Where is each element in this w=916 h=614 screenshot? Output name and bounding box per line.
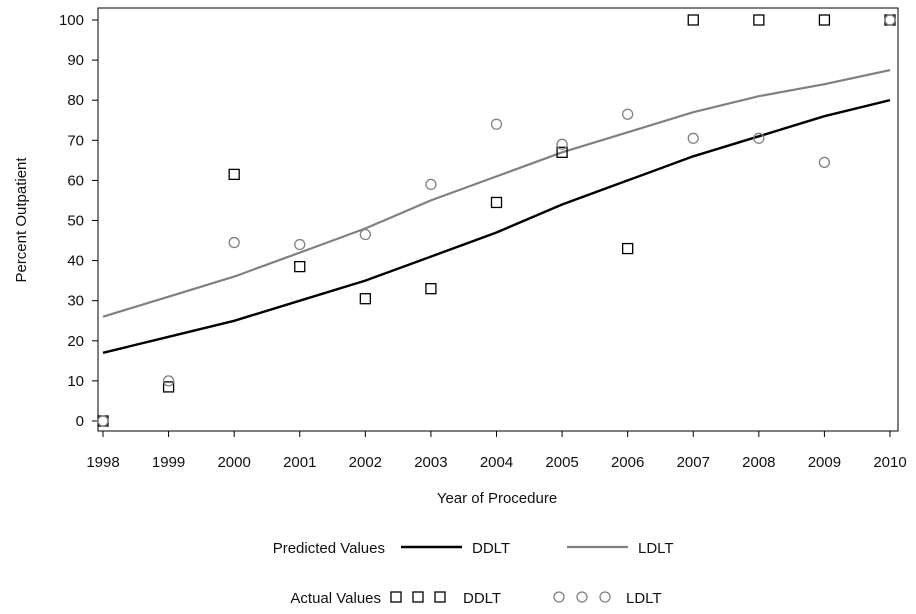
x-tick-label: 1998 [86, 454, 119, 471]
point-ldlt [556, 138, 568, 150]
y-tick-label: 30 [67, 293, 84, 310]
legend-ddlt-actual-label: DDLT [463, 590, 501, 607]
legend-ldlt-actual-label: LDLT [626, 590, 662, 607]
x-tick-label: 2005 [545, 454, 578, 471]
point-ldlt [753, 132, 765, 144]
plot-frame [97, 7, 899, 432]
x-tick-label: 2000 [217, 454, 250, 471]
point-ddlt [228, 168, 240, 181]
predicted-line-ldlt [102, 69, 891, 318]
x-tick-label: 2006 [611, 454, 644, 471]
y-tick-label: 60 [67, 172, 84, 189]
x-tick-label: 2007 [677, 454, 710, 471]
point-ldlt [884, 14, 896, 26]
x-axis: 1998 1999 2000 2001 2002 2003 2004 2005 2006 2007… [86, 431, 907, 471]
legend-ddlt-marker-2 [412, 591, 424, 603]
point-ddlt [818, 14, 831, 26]
point-ldlt [490, 118, 503, 130]
y-axis: 0 10 20 30 40 50 60 70 80 90 100 [59, 12, 98, 430]
x-tick-label: 2001 [283, 454, 316, 471]
actual-points [97, 14, 896, 427]
point-ddlt [687, 14, 699, 26]
point-ldlt [622, 108, 634, 120]
point-ddlt [490, 196, 503, 209]
point-ddlt [162, 381, 175, 393]
legend-actual: Actual Values DDLT LDLT [290, 590, 661, 607]
point-ddlt [425, 283, 437, 295]
y-tick-label: 100 [59, 12, 84, 29]
y-tick-label: 0 [76, 413, 84, 430]
y-tick-label: 20 [67, 333, 84, 350]
legend-predicted-label: Predicted Values [273, 540, 385, 557]
y-tick-label: 80 [67, 92, 84, 109]
legend-ldlt-marker-2 [576, 591, 588, 603]
x-tick-label: 2010 [873, 454, 906, 471]
legend-ddlt-marker-3 [434, 591, 446, 603]
x-tick-label: 2002 [349, 454, 382, 471]
point-ldlt [294, 238, 306, 251]
legend-ddlt-marker-1 [390, 591, 402, 603]
point-ldlt [818, 156, 831, 169]
y-tick-label: 50 [67, 213, 84, 230]
point-ldlt [228, 236, 240, 249]
x-tick-label: 1999 [152, 454, 185, 471]
y-tick-label: 90 [67, 52, 84, 69]
x-tick-label: 2008 [742, 454, 775, 471]
y-axis-title: Percent Outpatient [13, 157, 30, 283]
point-ldlt [97, 415, 109, 427]
point-ddlt [622, 242, 634, 255]
point-ddlt [753, 14, 765, 26]
point-ldlt [359, 228, 371, 241]
x-axis-title: Year of Procedure [437, 490, 557, 507]
point-ldlt [162, 375, 175, 387]
legend-ldlt-marker-3 [599, 591, 611, 603]
legend-ldlt-predicted-label: LDLT [638, 540, 674, 557]
x-tick-label: 2004 [480, 454, 513, 471]
predicted-line-ddlt [102, 99, 891, 354]
predicted-lines [102, 69, 891, 354]
legend-actual-label: Actual Values [290, 590, 381, 607]
y-tick-label: 70 [67, 132, 84, 149]
x-tick-label: 2009 [808, 454, 841, 471]
y-tick-label: 10 [67, 373, 84, 390]
legend-ldlt-marker-1 [553, 591, 565, 603]
y-tick-label: 40 [67, 253, 84, 270]
legend-ddlt-predicted-label: DDLT [472, 540, 510, 557]
point-ddlt [359, 293, 371, 305]
point-ldlt [687, 132, 699, 144]
point-ddlt [556, 146, 568, 158]
legend-predicted: Predicted Values DDLT LDLT [273, 540, 674, 557]
x-tick-label: 2003 [414, 454, 447, 471]
point-ldlt [425, 178, 437, 191]
point-ddlt [294, 260, 306, 273]
